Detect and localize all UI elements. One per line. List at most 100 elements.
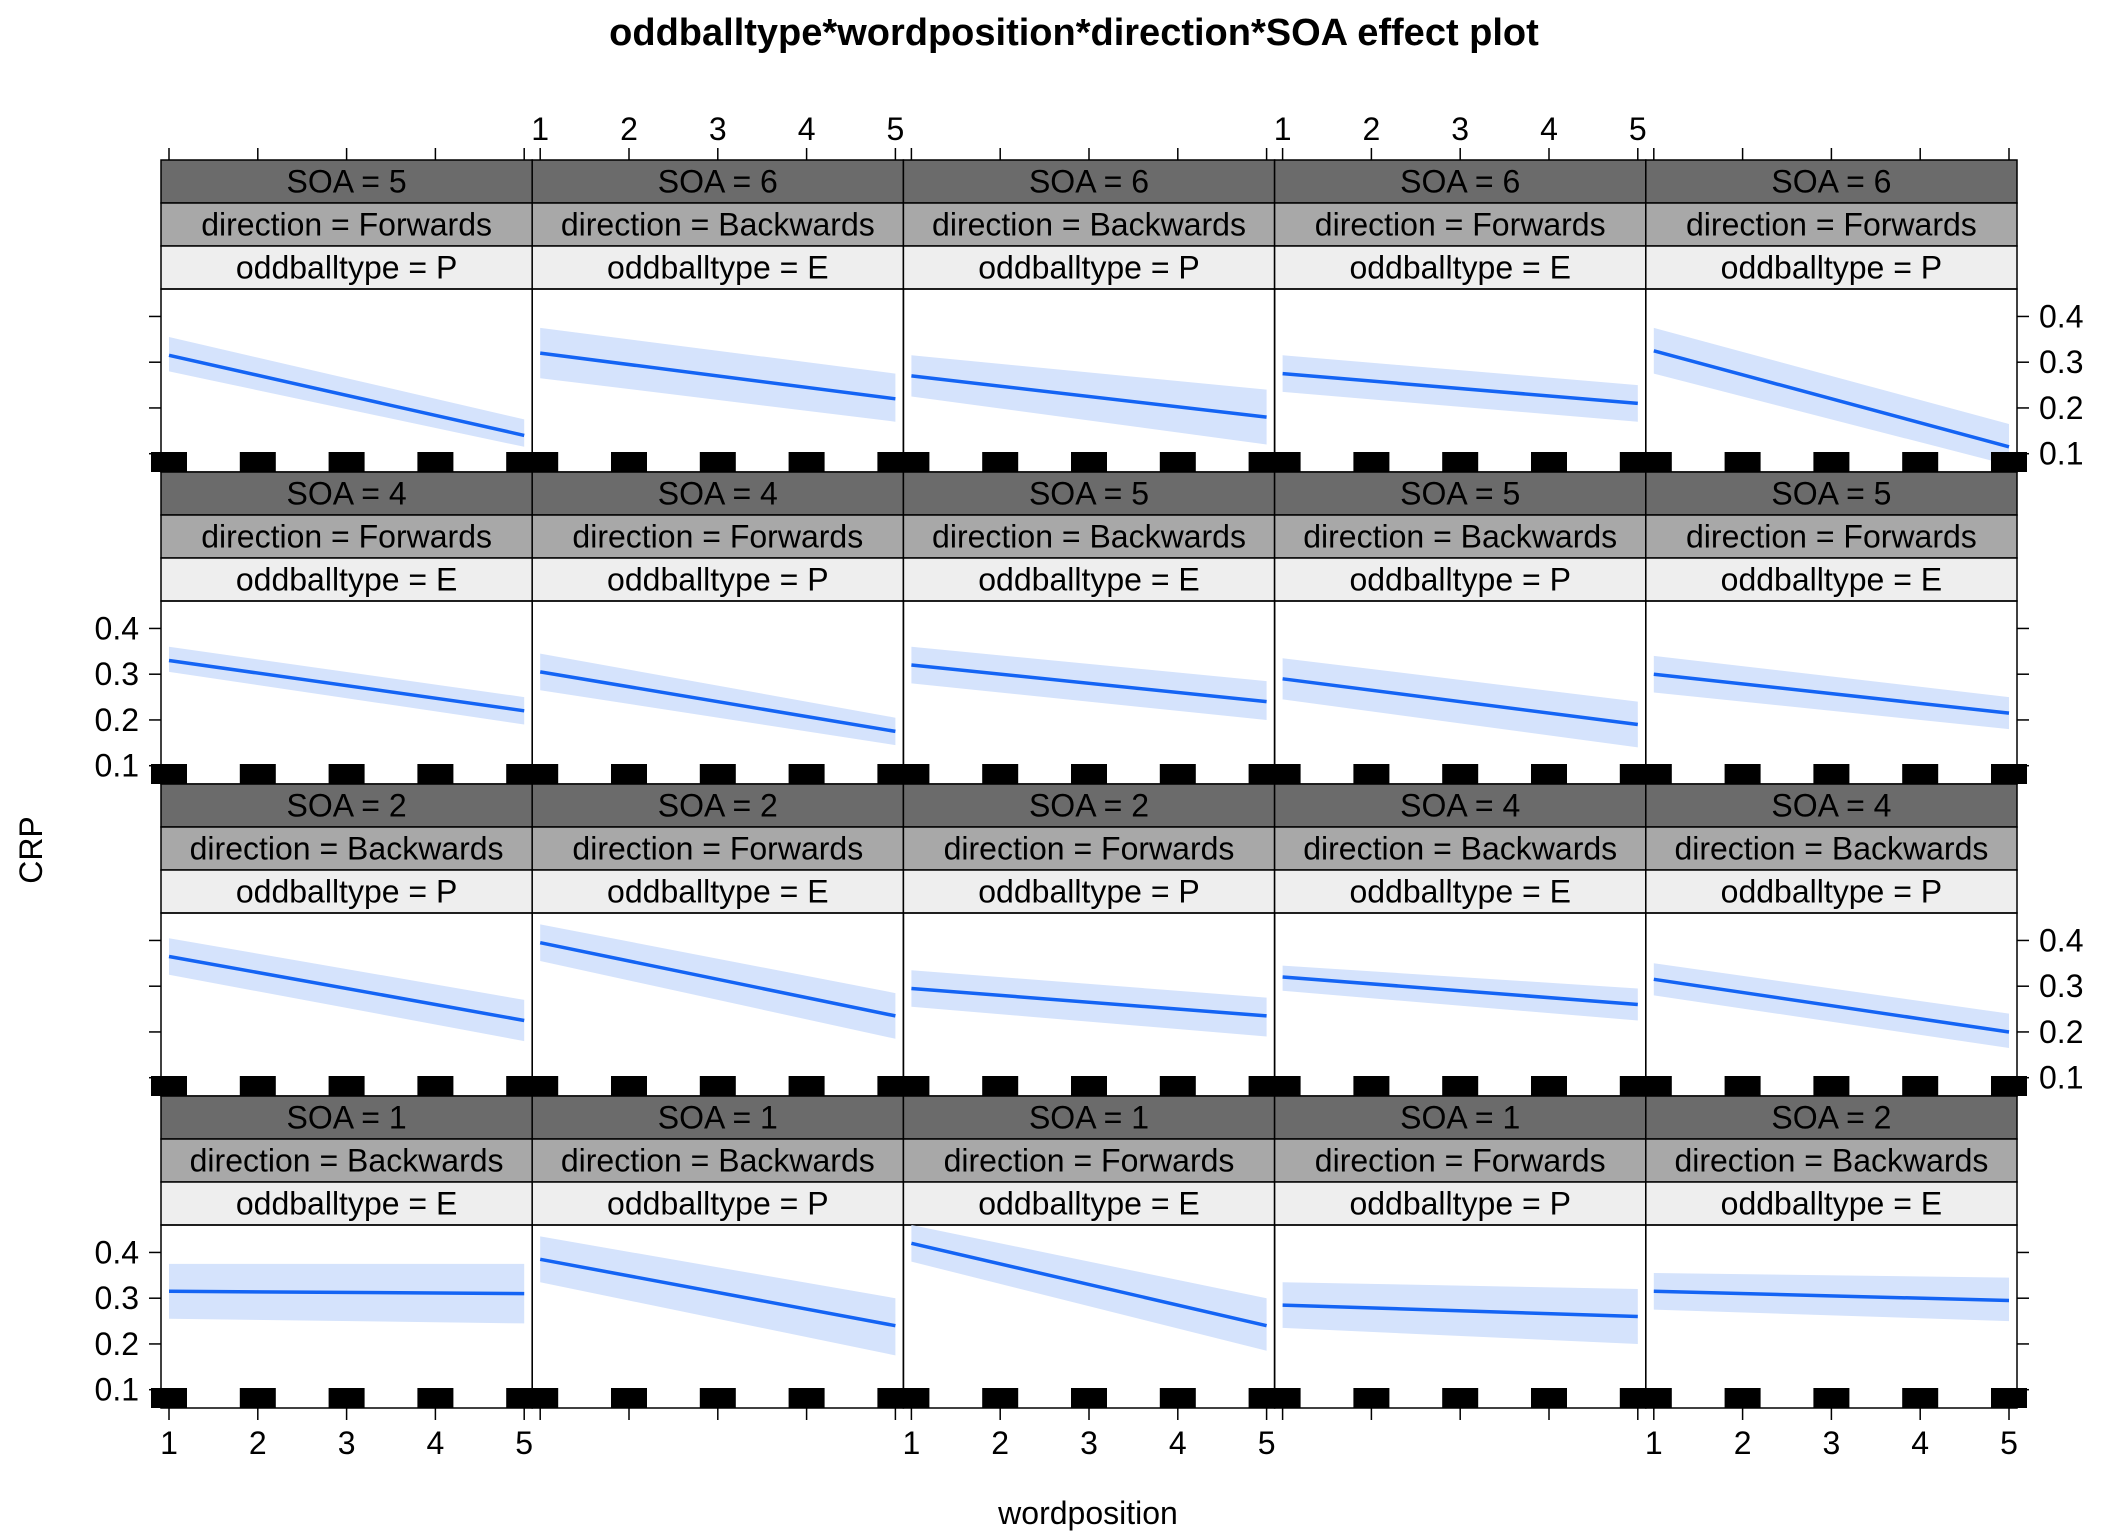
strip-soa-bg <box>1273 783 1647 828</box>
effect-line <box>1282 371 1638 406</box>
rug-mark <box>1813 452 1850 472</box>
strip-soa-label: SOA = 6 <box>1771 164 1891 200</box>
y-tick-label: 0.1 <box>2039 1060 2083 1096</box>
strip-soa-bg <box>902 471 1276 516</box>
rug-mark <box>1902 764 1939 784</box>
rug-mark <box>982 1388 1019 1408</box>
strip-oddballtype-label: oddballtype = P <box>607 562 829 598</box>
rug-mark <box>1813 764 1850 784</box>
y-tick-label: 0.3 <box>2039 344 2083 380</box>
y-tick-label: 0.3 <box>2039 968 2083 1004</box>
rug-mark <box>893 1076 930 1096</box>
rug-mark <box>1813 1076 1850 1096</box>
strip-soa-label: SOA = 4 <box>658 476 778 512</box>
y-tick-label: 0.4 <box>2039 922 2083 958</box>
rug-mark <box>893 1388 930 1408</box>
rug-mark <box>1442 764 1479 784</box>
rug-mark <box>522 1076 559 1096</box>
strip-soa-label: SOA = 5 <box>1771 476 1891 512</box>
rug-mark <box>893 452 930 472</box>
strip-soa-label: SOA = 1 <box>1400 1100 1520 1136</box>
y-tick-label: 0.4 <box>95 1234 139 1270</box>
strip-oddballtype-label: oddballtype = P <box>236 874 458 910</box>
strip-soa-bg <box>531 1095 905 1140</box>
effect-line <box>1653 1289 2010 1303</box>
effect-line <box>1653 672 2010 715</box>
rug-mark <box>1635 764 1672 784</box>
rug-mark <box>1442 1076 1479 1096</box>
strip-direction-label: direction = Forwards <box>572 519 863 555</box>
confidence-band <box>1282 965 1638 1021</box>
rug-mark <box>1264 1388 1301 1408</box>
strip-soa-label: SOA = 5 <box>1029 476 1149 512</box>
rug-mark <box>699 1076 736 1096</box>
strip-soa-label: SOA = 1 <box>658 1100 778 1136</box>
rug-mark <box>522 452 559 472</box>
rug-mark <box>239 1388 276 1408</box>
rug-mark <box>1991 1388 2027 1408</box>
chart-title: oddballtype*wordposition*direction*SOA e… <box>609 12 1539 54</box>
rug-mark <box>1724 1388 1761 1408</box>
effect-line <box>168 1289 525 1296</box>
rug-mark <box>1159 1388 1196 1408</box>
panel: SOA = 5 direction = Forwards oddballtype =… <box>151 159 543 473</box>
y-tick-label: 0.1 <box>95 1372 139 1408</box>
strip-soa-bg <box>1645 471 2018 516</box>
rug-mark <box>151 764 187 784</box>
panel: SOA = 4 direction = Backwards oddballtype … <box>1264 783 1656 1097</box>
rug-mark <box>1264 764 1301 784</box>
rug-mark <box>1159 764 1196 784</box>
rug-mark <box>1902 452 1939 472</box>
x-tick-label: 2 <box>1363 111 1381 147</box>
x-tick-label: 2 <box>1734 1425 1752 1461</box>
rug-mark <box>151 1076 187 1096</box>
confidence-band <box>540 1236 896 1356</box>
strip-oddballtype-bg <box>902 869 1276 914</box>
rug-mark <box>151 452 187 472</box>
strip-soa-label: SOA = 5 <box>287 164 407 200</box>
strip-oddballtype-bg <box>160 869 533 914</box>
rug-mark <box>611 1388 647 1408</box>
strip-oddballtype-label: oddballtype = E <box>607 874 829 910</box>
rug-mark <box>982 452 1019 472</box>
rug-mark <box>1991 764 2027 784</box>
x-tick-label: 4 <box>1540 111 1558 147</box>
x-tick-label: 3 <box>1451 111 1469 147</box>
strip-oddballtype-label: oddballtype = E <box>1721 1186 1943 1222</box>
rug-mark <box>1071 452 1107 472</box>
effect-line <box>539 1257 896 1328</box>
strip-direction-bg <box>902 202 1276 247</box>
strip-soa-label: SOA = 1 <box>1029 1100 1149 1136</box>
x-tick-label: 2 <box>991 1425 1009 1461</box>
strip-oddballtype-label: oddballtype = P <box>978 874 1200 910</box>
rug-mark <box>1531 1388 1567 1408</box>
strip-oddballtype-label: oddballtype = E <box>607 250 829 286</box>
strip-direction-bg <box>1273 826 1647 871</box>
strip-oddballtype-bg <box>1645 1181 2018 1226</box>
x-tick-label: 3 <box>338 1425 356 1461</box>
strip-soa-label: SOA = 1 <box>287 1100 407 1136</box>
strip-direction-label: direction = Backwards <box>1303 831 1617 867</box>
effect-line <box>539 670 896 734</box>
rug-mark <box>1531 452 1567 472</box>
rug-mark <box>699 1388 736 1408</box>
rug-mark <box>522 1388 559 1408</box>
strip-direction-label: direction = Forwards <box>572 831 863 867</box>
rug-mark <box>893 764 930 784</box>
strip-direction-label: direction = Backwards <box>1674 831 1988 867</box>
strip-oddballtype-bg <box>531 557 905 602</box>
confidence-band <box>1282 1282 1638 1344</box>
strip-soa-label: SOA = 2 <box>658 788 778 824</box>
rug-mark <box>1071 764 1107 784</box>
confidence-band <box>911 355 1267 445</box>
strip-oddballtype-bg <box>531 869 905 914</box>
x-axis-label: wordposition <box>997 1495 1178 1531</box>
rug-mark <box>1071 1076 1107 1096</box>
strip-direction-bg <box>1645 826 2018 871</box>
panel: SOA = 2 direction = Backwards oddballtype … <box>1635 1095 2027 1409</box>
x-tick-label: 2 <box>249 1425 267 1461</box>
strip-oddballtype-label: oddballtype = E <box>236 1186 458 1222</box>
panel: SOA = 2 direction = Backwards oddballtype … <box>151 783 543 1097</box>
strip-oddballtype-label: oddballtype = P <box>1349 562 1571 598</box>
